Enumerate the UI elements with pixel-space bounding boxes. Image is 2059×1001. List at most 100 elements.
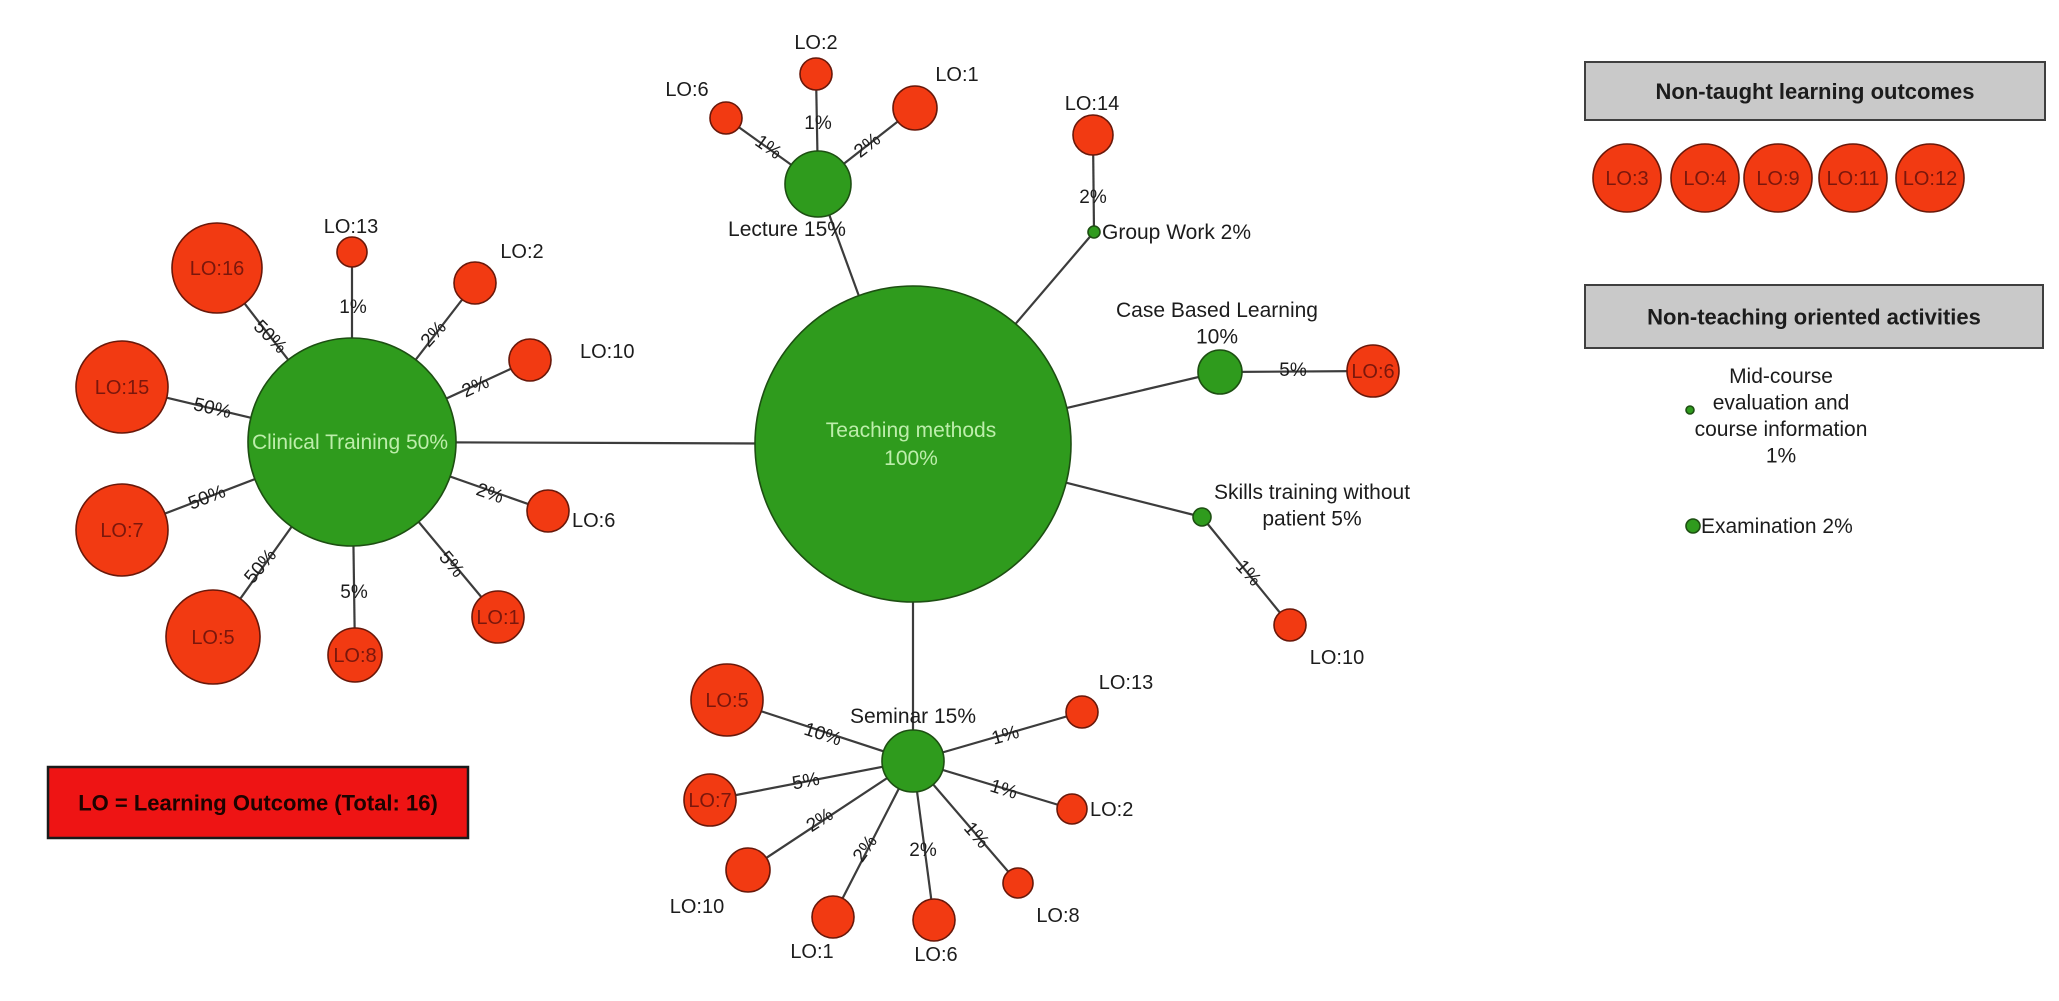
edge <box>1201 516 1291 626</box>
node-examination-dot <box>1685 518 1701 534</box>
node-lec-lo2 <box>799 57 833 91</box>
label-ct-lo15: LO:15 <box>95 377 149 399</box>
label-examination-dot: Examination 2% <box>1701 515 1853 538</box>
node-clinical-training <box>247 337 457 547</box>
node-sem-lo5 <box>690 663 764 737</box>
edge-percent-label: 2% <box>473 479 506 508</box>
edge-percent-label: 1% <box>339 297 367 318</box>
label-sem-lo8: LO:8 <box>1036 905 1079 927</box>
edge-percent-label: 5% <box>340 582 368 603</box>
node-cbl-lo6 <box>1346 344 1400 398</box>
label-sem-lo1: LO:1 <box>790 941 833 963</box>
lo-legend-label: LO = Learning Outcome (Total: 16) <box>78 791 438 816</box>
node-lec-lo6 <box>709 101 743 135</box>
label-cbl-lo6: LO:6 <box>1351 361 1394 383</box>
label-teaching-methods: 100% <box>884 447 938 470</box>
label-ct-lo13: LO:13 <box>324 216 378 238</box>
label-lec-lo2: LO:2 <box>794 32 837 54</box>
edge-percent-label: 50% <box>186 481 229 514</box>
node-seminar <box>881 729 945 793</box>
edge-percent-label: 5% <box>1279 360 1307 381</box>
label-ct-lo7: LO:7 <box>100 520 143 542</box>
label-ct-lo6: LO:6 <box>572 510 615 532</box>
node-sem-lo2 <box>1056 793 1088 825</box>
label-lecture: Lecture 15% <box>728 218 846 241</box>
node-sem-lo1 <box>811 895 855 939</box>
edge <box>709 759 914 802</box>
label-sem-lo10: LO:10 <box>670 896 724 918</box>
non-taught-header <box>1584 61 2046 121</box>
node-sem-lo7 <box>683 773 737 827</box>
label-gw-lo14: LO:14 <box>1065 93 1119 115</box>
node-midcourse-dot <box>1685 405 1695 415</box>
label-midcourse-dot: evaluation and <box>1713 392 1850 415</box>
label-nt-lo9: LO:9 <box>1756 168 1799 190</box>
edge-percent-label: 2% <box>850 129 885 163</box>
label-sem-lo5: LO:5 <box>705 690 748 712</box>
node-gw-lo14 <box>1072 114 1114 156</box>
non-teaching-header <box>1584 284 2044 349</box>
label-sem-lo7: LO:7 <box>688 790 731 812</box>
non-taught-header-label: Non-taught learning outcomes <box>1656 79 1975 104</box>
label-midcourse-dot: Mid-course <box>1729 365 1833 388</box>
label-ct-lo8: LO:8 <box>333 645 376 667</box>
label-ct-lo2: LO:2 <box>500 241 543 263</box>
label-midcourse-dot: 1% <box>1766 445 1796 468</box>
label-midcourse-dot: course information <box>1695 418 1868 441</box>
node-st-lo10 <box>1273 608 1307 642</box>
node-sem-lo8 <box>1002 867 1034 899</box>
node-sem-lo6 <box>912 898 956 942</box>
node-ct-lo8 <box>327 627 383 683</box>
node-lec-lo1 <box>892 85 938 131</box>
edge-percent-label: 2% <box>1079 187 1107 208</box>
node-ct-lo15 <box>75 340 169 434</box>
label-group-work: Group Work 2% <box>1102 221 1251 244</box>
node-ct-lo7 <box>75 483 169 577</box>
label-nt-lo11: LO:11 <box>1827 168 1880 190</box>
label-skills-training: Skills training without <box>1214 481 1410 504</box>
node-ct-lo6 <box>526 489 570 533</box>
label-clinical-training: Clinical Training 50% <box>252 431 448 454</box>
node-ct-lo1 <box>471 590 525 644</box>
edge-percent-label: 2% <box>849 831 882 866</box>
node-ct-lo5 <box>165 589 261 685</box>
label-sem-lo2: LO:2 <box>1090 799 1133 821</box>
label-teaching-methods: Teaching methods <box>826 419 996 442</box>
edge-percent-label: 2% <box>803 804 838 837</box>
node-nt-lo4 <box>1670 143 1740 213</box>
node-lecture <box>784 150 852 218</box>
edge-percent-label: 50% <box>249 316 291 358</box>
edge-percent-label: 1% <box>987 776 1020 804</box>
label-ct-lo5: LO:5 <box>191 627 234 649</box>
label-lec-lo6: LO:6 <box>665 79 708 101</box>
node-skills-training <box>1192 507 1212 527</box>
lo-legend-box <box>46 765 470 840</box>
label-nt-lo4: LO:4 <box>1683 168 1726 190</box>
edge-percent-label: 1% <box>751 131 786 164</box>
non-teaching-header-label: Non-teaching oriented activities <box>1647 305 1981 330</box>
label-nt-lo3: LO:3 <box>1605 168 1648 190</box>
edge-percent-label: 2% <box>909 840 937 861</box>
label-ct-lo10: LO:10 <box>580 341 634 363</box>
node-sem-lo10 <box>725 847 771 893</box>
label-case-based-learning: 10% <box>1196 326 1238 349</box>
node-ct-lo16 <box>171 222 263 314</box>
node-case-based-learning <box>1197 349 1243 395</box>
node-sem-lo13 <box>1065 695 1099 729</box>
edge-percent-label: 5% <box>790 769 821 795</box>
label-ct-lo16: LO:16 <box>190 258 244 280</box>
node-nt-lo3 <box>1592 143 1662 213</box>
node-ct-lo2 <box>453 261 497 305</box>
node-nt-lo12 <box>1895 143 1965 213</box>
label-nt-lo12: LO:12 <box>1903 168 1957 190</box>
node-nt-lo11 <box>1818 143 1888 213</box>
edge-percent-label: 1% <box>804 113 832 134</box>
label-lec-lo1: LO:1 <box>935 64 978 86</box>
node-nt-lo9 <box>1743 143 1813 213</box>
edge-percent-label: 2% <box>459 372 493 403</box>
label-sem-lo13: LO:13 <box>1099 672 1153 694</box>
node-teaching-methods <box>754 285 1072 603</box>
edge-percent-label: 50% <box>191 394 233 423</box>
